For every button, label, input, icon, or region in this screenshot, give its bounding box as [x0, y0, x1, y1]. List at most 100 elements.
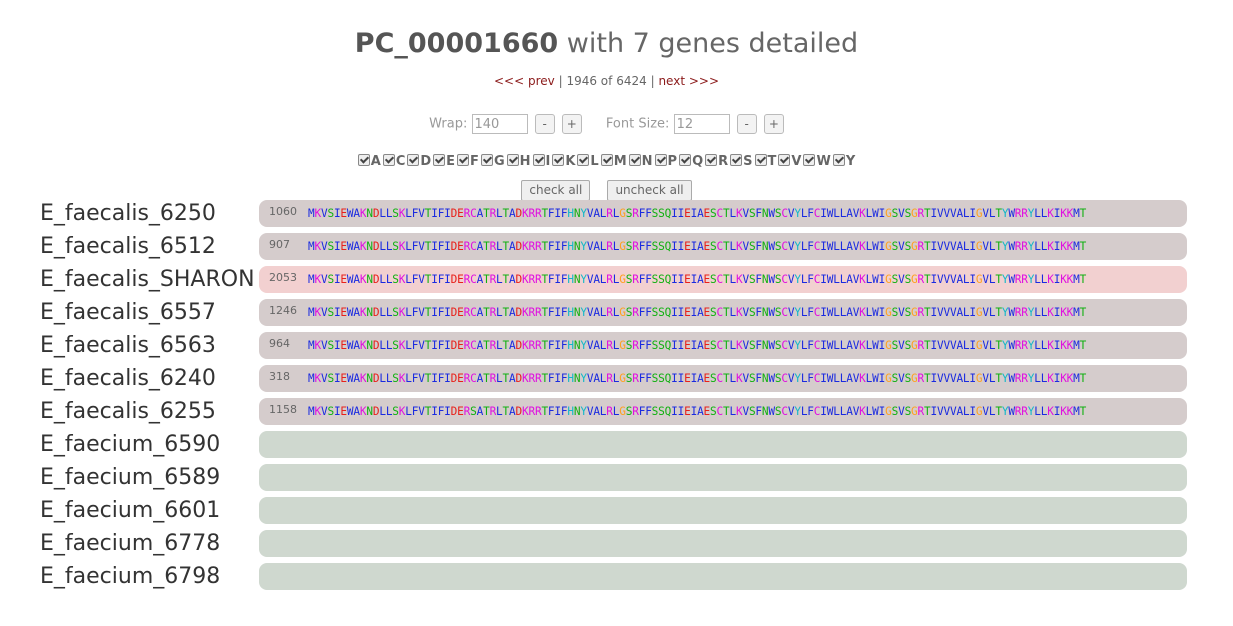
- filter-i[interactable]: I: [532, 154, 551, 169]
- filter-l[interactable]: L: [577, 154, 599, 169]
- gene-name: E_faecalis_6557: [40, 300, 216, 325]
- gene-name: E_faecium_6589: [40, 465, 221, 490]
- filter-v[interactable]: V: [778, 154, 801, 169]
- protein-sequence: MKVSIEWAKNDLLSKLFVTIFIDERCATRLTADKRRTFIF…: [308, 306, 1087, 319]
- wrap-label: Wrap:: [429, 116, 468, 132]
- filter-s[interactable]: S: [730, 154, 753, 169]
- gene-name: E_faecalis_SHARON: [40, 267, 255, 292]
- filter-label: S: [743, 154, 753, 169]
- gene-row: E_faecalis_6563 964 MKVSIEWAKNDLLSKLFVTIFI…: [0, 332, 1233, 359]
- checkbox-f[interactable]: [457, 154, 470, 166]
- sequence-bar: [259, 497, 1187, 524]
- gene-row: E_faecium_6798: [0, 563, 1233, 590]
- filter-label: I: [545, 154, 551, 169]
- gene-row: E_faecalis_6240 318 MKVSIEWAKNDLLSKLFVTIFI…: [0, 365, 1233, 392]
- protein-sequence: MKVSIEWAKNDLLSKLFVTIFIDERCATRLTADKRRTFIF…: [308, 372, 1087, 385]
- pager: <<< prev | 1946 of 6424 | next >>>: [0, 74, 1213, 88]
- checkbox-l[interactable]: [577, 154, 590, 166]
- sequence-bar: 318 MKVSIEWAKNDLLSKLFVTIFIDERCATRLTADKRRT…: [259, 365, 1187, 392]
- sequence-bar: 964 MKVSIEWAKNDLLSKLFVTIFIDERCATRLTADKRRT…: [259, 332, 1187, 359]
- filter-n[interactable]: N: [628, 154, 653, 169]
- sequence-bar: 907 MKVSIEWAKNDLLSKLFVTIFIDERCATRLTADKRRT…: [259, 233, 1187, 260]
- filter-f[interactable]: F: [457, 154, 479, 169]
- font-size-increase-button[interactable]: +: [763, 114, 784, 134]
- filter-m[interactable]: M: [600, 154, 627, 169]
- gene-row: E_faecalis_6255 1158 MKVSIEWAKNDLLSKLFVTIF…: [0, 398, 1233, 425]
- checkbox-s[interactable]: [730, 154, 743, 166]
- filter-label: Y: [845, 154, 856, 169]
- filter-label: C: [395, 154, 406, 169]
- filter-r[interactable]: R: [705, 154, 728, 169]
- gene-name: E_faecium_6590: [40, 432, 221, 457]
- checkbox-k[interactable]: [552, 154, 565, 166]
- gene-name: E_faecalis_6250: [40, 201, 216, 226]
- checkbox-c[interactable]: [382, 154, 395, 166]
- filter-t[interactable]: T: [754, 154, 777, 169]
- gene-name: E_faecium_6601: [40, 498, 221, 523]
- checkbox-a[interactable]: [357, 154, 370, 166]
- font-size-label: Font Size:: [605, 116, 670, 132]
- checkbox-t[interactable]: [754, 154, 767, 166]
- check-all-button[interactable]: check all: [521, 180, 591, 201]
- checkbox-r[interactable]: [705, 154, 718, 166]
- sequence-bar: [259, 431, 1187, 458]
- filter-label: T: [767, 154, 777, 169]
- filter-label: V: [791, 154, 802, 169]
- pager-separator: |: [558, 74, 563, 88]
- sequence-bar: [259, 530, 1187, 557]
- protein-sequence: MKVSIEWAKNDLLSKLFVTIFIDERCATRLTADKRRTFIF…: [308, 339, 1087, 352]
- font-size-input[interactable]: [673, 114, 730, 134]
- checkbox-i[interactable]: [532, 154, 545, 166]
- checkbox-p[interactable]: [654, 154, 667, 166]
- uncheck-all-button[interactable]: uncheck all: [607, 180, 692, 201]
- filter-a[interactable]: A: [357, 154, 381, 169]
- checkbox-m[interactable]: [600, 154, 613, 166]
- filter-y[interactable]: Y: [832, 154, 856, 169]
- filter-e[interactable]: E: [433, 154, 455, 169]
- checkbox-n[interactable]: [628, 154, 641, 166]
- filter-label: A: [370, 154, 381, 169]
- checkbox-h[interactable]: [506, 154, 519, 166]
- filter-g[interactable]: G: [480, 154, 505, 169]
- checkbox-q[interactable]: [679, 154, 692, 166]
- gene-name: E_faecalis_6512: [40, 234, 216, 259]
- gene-length: 2053: [269, 271, 297, 284]
- page-title: PC_00001660 with 7 genes detailed: [0, 28, 1213, 59]
- sequence-bar: 1246 MKVSIEWAKNDLLSKLFVTIFIDERCATRLTADKRR…: [259, 299, 1187, 326]
- checkbox-w[interactable]: [803, 154, 816, 166]
- checkbox-e[interactable]: [433, 154, 446, 166]
- protein-sequence: MKVSIEWAKNDLLSKLFVTIFIDERCATRLTADKRRTFIF…: [308, 240, 1087, 253]
- checkbox-g[interactable]: [480, 154, 493, 166]
- next-link[interactable]: next >>>: [658, 74, 719, 88]
- wrap-control: Wrap: - +: [429, 114, 582, 134]
- sequence-bar: 2053 MKVSIEWAKNDLLSKLFVTIFIDERCATRLTADKRR…: [259, 266, 1187, 293]
- filter-label: L: [590, 154, 599, 169]
- gene-row: E_faecium_6778: [0, 530, 1233, 557]
- filter-d[interactable]: D: [407, 154, 431, 169]
- gene-name: E_faecalis_6563: [40, 333, 216, 358]
- wrap-input[interactable]: [471, 114, 528, 134]
- gene-name: E_faecalis_6255: [40, 399, 216, 424]
- prev-link[interactable]: <<< prev: [494, 74, 555, 88]
- filter-w[interactable]: W: [803, 154, 831, 169]
- filter-p[interactable]: P: [654, 154, 677, 169]
- filter-h[interactable]: H: [506, 154, 531, 169]
- gene-row: E_faecalis_6512 907 MKVSIEWAKNDLLSKLFVTIFI…: [0, 233, 1233, 260]
- gene-length: 1060: [269, 205, 297, 218]
- checkbox-y[interactable]: [832, 154, 845, 166]
- checkbox-v[interactable]: [778, 154, 791, 166]
- checkbox-d[interactable]: [407, 154, 420, 166]
- gene-row: E_faecalis_6557 1246 MKVSIEWAKNDLLSKLFVTIF…: [0, 299, 1233, 326]
- filter-q[interactable]: Q: [679, 154, 703, 169]
- filter-k[interactable]: K: [552, 154, 575, 169]
- filter-label: F: [470, 154, 479, 169]
- protein-sequence: MKVSIEWAKNDLLSKLFVTIFIDERCATRLTADKRRTFIF…: [308, 207, 1087, 220]
- filter-c[interactable]: C: [382, 154, 406, 169]
- font-size-decrease-button[interactable]: -: [736, 114, 757, 134]
- wrap-increase-button[interactable]: +: [561, 114, 582, 134]
- gene-row: E_faecium_6589: [0, 464, 1233, 491]
- filter-label: Q: [692, 154, 704, 169]
- gene-length: 964: [269, 337, 290, 350]
- wrap-decrease-button[interactable]: -: [534, 114, 555, 134]
